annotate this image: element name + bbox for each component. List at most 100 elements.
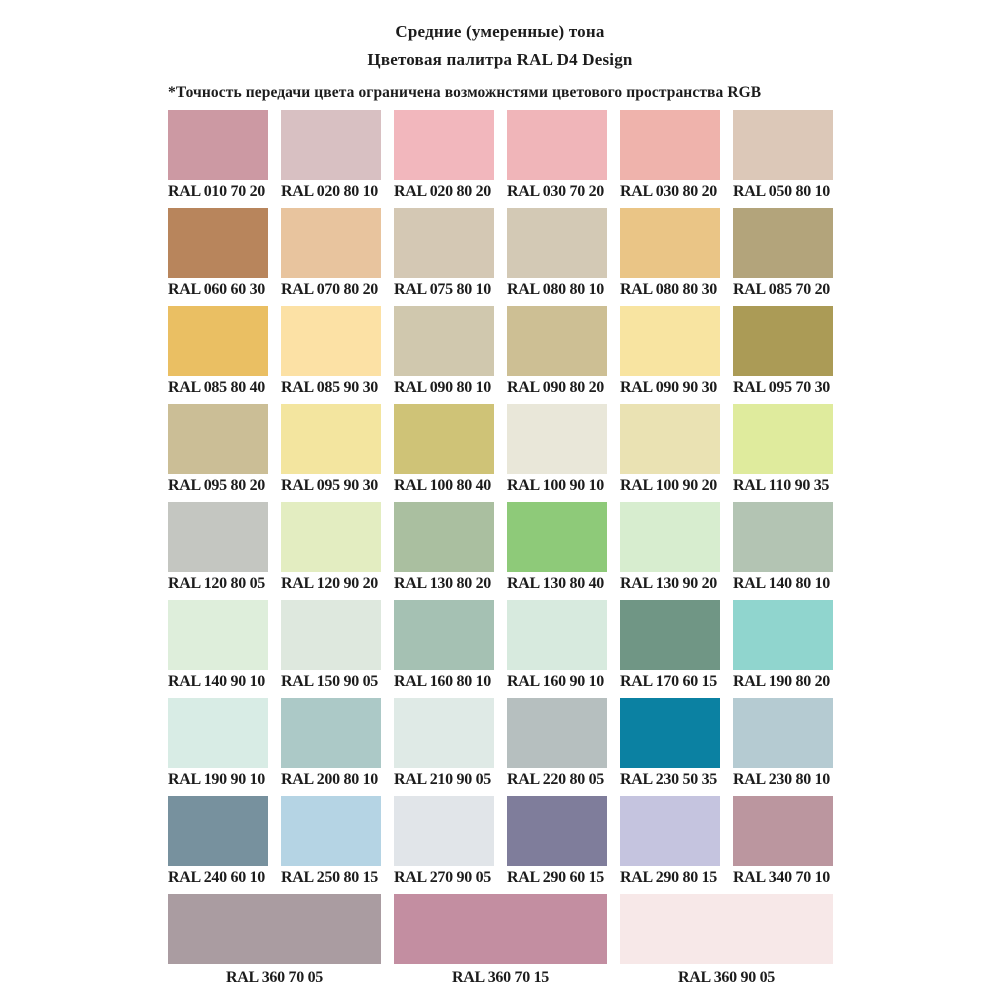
swatch-cell: RAL 190 80 20: [733, 600, 833, 692]
swatch-code-label: RAL 190 90 10: [168, 771, 265, 788]
swatch-code-label: RAL 070 80 20: [281, 281, 378, 298]
swatch-cell: RAL 090 80 20: [507, 306, 607, 398]
swatch-code-label: RAL 020 80 20: [394, 183, 491, 200]
page-subtitle: Цветовая палитра RAL D4 Design: [367, 50, 633, 69]
swatch-code-label: RAL 290 60 15: [507, 869, 604, 886]
swatch-code-label: RAL 075 80 10: [394, 281, 491, 298]
swatch-code-label: RAL 360 70 05: [226, 969, 323, 986]
swatch-cell: RAL 080 80 30: [620, 208, 720, 300]
color-swatch: [620, 502, 720, 572]
swatch-code-label: RAL 130 80 40: [507, 575, 604, 592]
color-swatch: [281, 600, 381, 670]
swatch-cell: RAL 090 80 10: [394, 306, 494, 398]
swatch-cell: RAL 210 90 05: [394, 698, 494, 790]
swatch-cell: RAL 360 70 15: [394, 894, 607, 988]
swatch-code-label: RAL 085 90 30: [281, 379, 378, 396]
swatch-cell: RAL 085 80 40: [168, 306, 268, 398]
swatch-cell: RAL 270 90 05: [394, 796, 494, 888]
swatch-code-label: RAL 085 70 20: [733, 281, 830, 298]
swatch-code-label: RAL 230 50 35: [620, 771, 717, 788]
palette-grid-wide: RAL 360 70 05 RAL 360 70 15 RAL 360 90 05: [168, 894, 833, 988]
color-swatch: [733, 306, 833, 376]
swatch-code-label: RAL 030 80 20: [620, 183, 717, 200]
color-swatch: [281, 796, 381, 866]
swatch-cell: RAL 095 70 30: [733, 306, 833, 398]
swatch-code-label: RAL 360 90 05: [678, 969, 775, 986]
color-swatch: [281, 110, 381, 180]
color-swatch: [394, 306, 494, 376]
swatch-cell: RAL 120 90 20: [281, 502, 381, 594]
swatch-cell: RAL 030 70 20: [507, 110, 607, 202]
swatch-code-label: RAL 140 90 10: [168, 673, 265, 690]
swatch-cell: RAL 120 80 05: [168, 502, 268, 594]
color-swatch: [281, 208, 381, 278]
swatch-code-label: RAL 095 80 20: [168, 477, 265, 494]
swatch-code-label: RAL 160 80 10: [394, 673, 491, 690]
swatch-cell: RAL 190 90 10: [168, 698, 268, 790]
swatch-code-label: RAL 095 70 30: [733, 379, 830, 396]
swatch-code-label: RAL 120 80 05: [168, 575, 265, 592]
swatch-code-label: RAL 090 80 20: [507, 379, 604, 396]
swatch-cell: RAL 085 70 20: [733, 208, 833, 300]
rgb-accuracy-note: *Точность передачи цвета ограничена возм…: [168, 84, 762, 101]
swatch-code-label: RAL 090 90 30: [620, 379, 717, 396]
color-swatch: [394, 894, 607, 964]
swatch-code-label: RAL 085 80 40: [168, 379, 265, 396]
swatch-cell: RAL 200 80 10: [281, 698, 381, 790]
swatch-code-label: RAL 100 80 40: [394, 477, 491, 494]
swatch-cell: RAL 150 90 05: [281, 600, 381, 692]
swatch-cell: RAL 170 60 15: [620, 600, 720, 692]
color-swatch: [168, 404, 268, 474]
color-swatch: [394, 208, 494, 278]
swatch-cell: RAL 030 80 20: [620, 110, 720, 202]
swatch-code-label: RAL 150 90 05: [281, 673, 378, 690]
swatch-code-label: RAL 230 80 10: [733, 771, 830, 788]
color-swatch: [620, 796, 720, 866]
color-swatch: [620, 208, 720, 278]
color-swatch: [620, 306, 720, 376]
swatch-cell: RAL 140 80 10: [733, 502, 833, 594]
swatch-code-label: RAL 200 80 10: [281, 771, 378, 788]
swatch-cell: RAL 220 80 05: [507, 698, 607, 790]
color-swatch: [394, 698, 494, 768]
swatch-cell: RAL 020 80 20: [394, 110, 494, 202]
swatch-cell: RAL 095 80 20: [168, 404, 268, 496]
swatch-cell: RAL 070 80 20: [281, 208, 381, 300]
color-swatch: [733, 404, 833, 474]
swatch-code-label: RAL 090 80 10: [394, 379, 491, 396]
swatch-cell: RAL 130 80 20: [394, 502, 494, 594]
color-swatch: [168, 110, 268, 180]
swatch-cell: RAL 230 80 10: [733, 698, 833, 790]
swatch-cell: RAL 160 80 10: [394, 600, 494, 692]
swatch-code-label: RAL 250 80 15: [281, 869, 378, 886]
swatch-cell: RAL 060 60 30: [168, 208, 268, 300]
color-swatch: [733, 502, 833, 572]
swatch-cell: RAL 080 80 10: [507, 208, 607, 300]
swatch-cell: RAL 090 90 30: [620, 306, 720, 398]
swatch-code-label: RAL 120 90 20: [281, 575, 378, 592]
swatch-code-label: RAL 140 80 10: [733, 575, 830, 592]
swatch-cell: RAL 360 70 05: [168, 894, 381, 988]
swatch-code-label: RAL 210 90 05: [394, 771, 491, 788]
swatch-code-label: RAL 080 80 30: [620, 281, 717, 298]
swatch-code-label: RAL 240 60 10: [168, 869, 265, 886]
color-swatch: [168, 306, 268, 376]
swatch-code-label: RAL 130 90 20: [620, 575, 717, 592]
color-swatch: [281, 502, 381, 572]
color-swatch: [281, 698, 381, 768]
color-swatch: [281, 404, 381, 474]
color-swatch: [168, 698, 268, 768]
swatch-cell: RAL 250 80 15: [281, 796, 381, 888]
swatch-code-label: RAL 080 80 10: [507, 281, 604, 298]
swatch-code-label: RAL 190 80 20: [733, 673, 830, 690]
swatch-cell: RAL 160 90 10: [507, 600, 607, 692]
swatch-cell: RAL 130 90 20: [620, 502, 720, 594]
color-swatch: [394, 600, 494, 670]
color-swatch: [507, 306, 607, 376]
swatch-code-label: RAL 160 90 10: [507, 673, 604, 690]
color-swatch: [733, 796, 833, 866]
color-swatch: [620, 894, 833, 964]
swatch-code-label: RAL 110 90 35: [733, 477, 830, 494]
color-swatch: [507, 404, 607, 474]
